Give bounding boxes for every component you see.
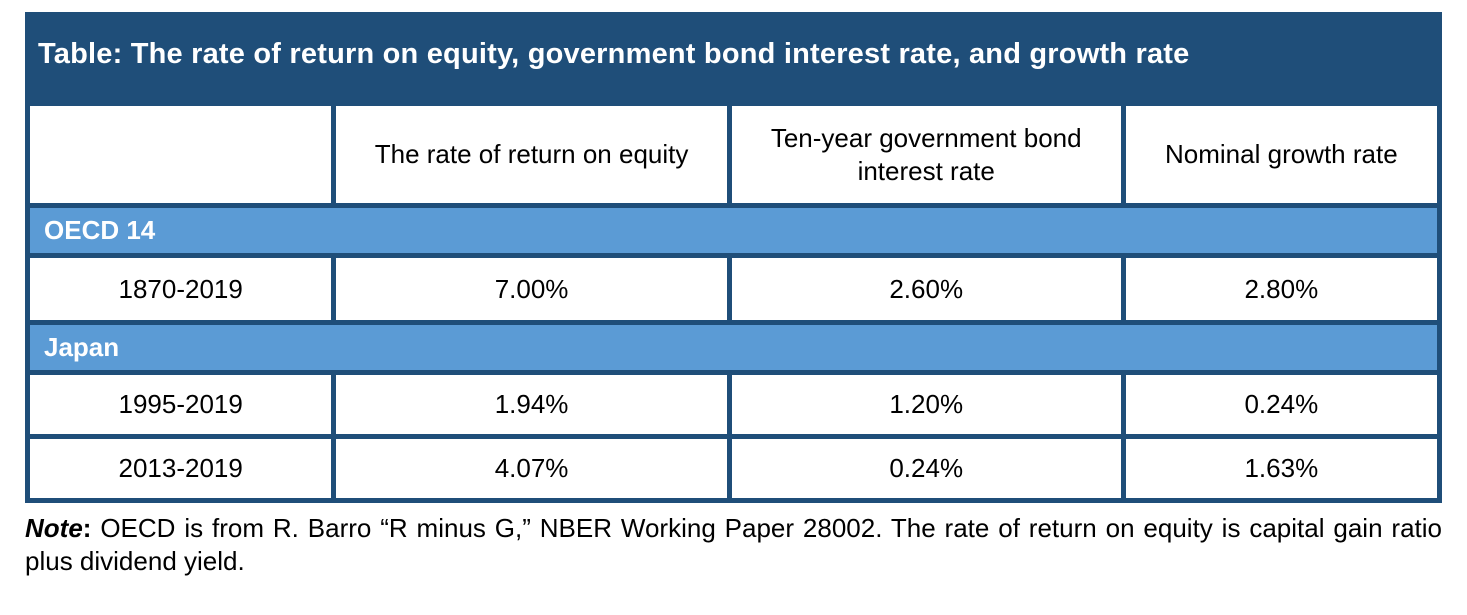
table-title: Table: The rate of return on equity, gov… [38, 38, 1190, 70]
value-cell-growth: 0.24% [1120, 370, 1443, 439]
value-cell-bond: 2.60% [726, 253, 1126, 325]
header-return-on-equity: The rate of return on equity [331, 101, 732, 208]
section-row-oecd14: OECD 14 [25, 203, 1442, 258]
value-cell-growth: 2.80% [1120, 253, 1443, 325]
value-cell-growth: 1.63% [1120, 434, 1443, 503]
section-label-japan: Japan [25, 320, 1442, 375]
value-cell-equity: 7.00% [331, 253, 732, 325]
value-cell-bond: 1.20% [726, 370, 1126, 439]
period-cell: 1995-2019 [24, 370, 337, 439]
value-cell-equity: 4.07% [331, 434, 732, 503]
rates-table: The rate of return on equity Ten-year go… [24, 101, 1443, 503]
value-cell-equity: 1.94% [331, 370, 732, 439]
section-row-japan: Japan [25, 320, 1442, 375]
note-text: OECD is from R. Barro “R minus G,” NBER … [25, 513, 1442, 577]
note: Note: OECD is from R. Barro “R minus G,”… [25, 512, 1442, 579]
header-row: The rate of return on equity Ten-year go… [24, 101, 1443, 208]
value-cell-bond: 0.24% [726, 434, 1126, 503]
header-nominal-growth-rate: Nominal growth rate [1120, 101, 1443, 208]
section-label-oecd14: OECD 14 [25, 203, 1442, 258]
note-colon: : [82, 513, 92, 543]
header-empty-cell [24, 101, 337, 208]
period-cell: 2013-2019 [24, 434, 337, 503]
table-row-japan-1995-2019: 1995-2019 1.94% 1.20% 0.24% [24, 370, 1443, 439]
header-bond-interest-rate: Ten-year government bond interest rate [726, 101, 1126, 208]
table-row-japan-2013-2019: 2013-2019 4.07% 0.24% 1.63% [24, 434, 1443, 503]
note-label: Note [25, 513, 83, 543]
period-cell: 1870-2019 [24, 253, 337, 325]
table-title-bar: Table: The rate of return on equity, gov… [25, 12, 1442, 101]
table-row-oecd-1870-2019: 1870-2019 7.00% 2.60% 2.80% [24, 253, 1443, 325]
